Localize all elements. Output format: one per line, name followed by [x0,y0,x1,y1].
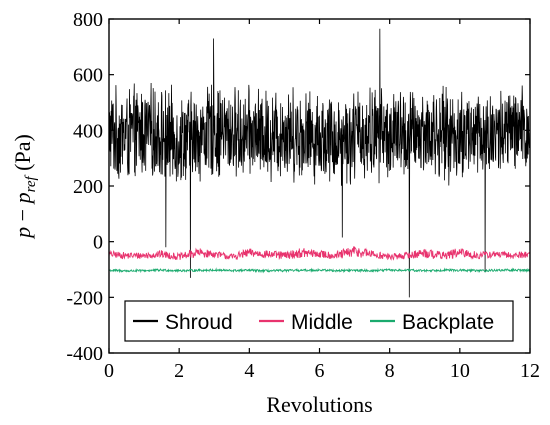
x-tick-label: 0 [104,360,114,382]
y-tick-label: -200 [66,287,103,309]
legend-label-shroud: Shroud [165,311,233,334]
y-tick-label: 800 [73,9,103,31]
legend-label-middle: Middle [291,311,353,334]
y-tick-label: 600 [73,65,103,87]
x-axis-label: Revolutions [266,392,372,417]
legend-label-backplate: Backplate [402,311,494,334]
y-tick-label: 0 [93,232,103,254]
series-line-middle [109,246,530,261]
x-tick-label: 8 [385,360,395,382]
y-tick-label: 200 [73,176,103,198]
x-tick-label: 2 [174,360,184,382]
x-tick-label: 4 [244,360,254,382]
series-line-backplate [109,267,530,274]
axis-ticks: 0 2 4 6 8 10 12 -400 -200 0 200 400 600 800 [66,9,540,382]
legend: Shroud Middle Backplate [124,300,514,342]
x-tick-label: 10 [450,360,470,382]
y-tick-label: -400 [66,343,103,365]
x-tick-label: 6 [315,360,325,382]
y-tick-label: 400 [73,120,103,142]
legend-box [124,300,514,342]
series-line-shroud [109,28,530,298]
axis-labels: Revolutions p − pref (Pa) [10,134,373,417]
x-tick-label: 12 [520,360,540,382]
y-axis-label: p − pref (Pa) [10,134,39,240]
